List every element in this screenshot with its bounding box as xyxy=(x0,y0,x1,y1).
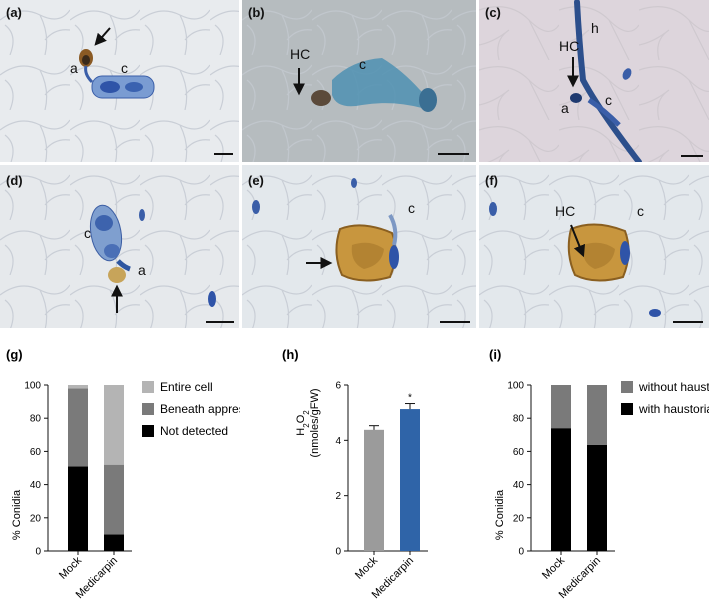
bar xyxy=(400,409,420,551)
y-tick-label: 0 xyxy=(335,547,341,558)
legend-swatch xyxy=(142,403,154,415)
legend-label: Not detected xyxy=(160,424,228,438)
micrograph-panel-e: (e) c xyxy=(242,165,476,328)
annotation-c: c xyxy=(637,203,644,219)
legend-swatch xyxy=(142,381,154,393)
stacked-bar-chart-g: (g) % Conidia 020406080100MockMedicarpin… xyxy=(6,347,240,601)
bar-segment xyxy=(587,385,607,445)
chart-panel-i: (i) % Conidia 0 20 40 60 80 100 Mock Medicarpin… xyxy=(479,345,709,616)
panel-label: (b) xyxy=(248,5,265,20)
bar-segment xyxy=(68,388,88,467)
annotation-c: c xyxy=(121,60,128,76)
bar-segment xyxy=(104,464,124,535)
stacked-bar-chart-i: (i) % Conidia 020406080100MockMedicarpin… xyxy=(489,347,709,601)
chart-panel-g: (g) % Conidia 0 20 40 60 80 100 Mock Medicarpin… xyxy=(0,345,240,616)
panel-label: (d) xyxy=(6,173,23,188)
y-tick-label: 100 xyxy=(507,381,524,392)
legend-label: Entire cell xyxy=(160,380,213,394)
annotation-hc: HC xyxy=(555,203,576,219)
panel-label: (f) xyxy=(485,173,498,188)
y-axis-label: % Conidia xyxy=(494,489,506,540)
annotation-a: a xyxy=(561,100,569,116)
panel-label: (h) xyxy=(282,347,299,362)
y-tick-label: 6 xyxy=(335,381,341,392)
panel-label: (e) xyxy=(248,173,264,188)
y-tick-label: 60 xyxy=(30,447,42,458)
panel-label: (a) xyxy=(6,5,22,20)
x-tick-label: Mock xyxy=(353,554,380,581)
bar-segment xyxy=(587,444,607,551)
y-tick-label: 0 xyxy=(35,547,41,558)
legend-label: without haustoria xyxy=(638,380,709,394)
annotation-hc: HC xyxy=(290,46,311,62)
bar-segment xyxy=(551,428,571,551)
y-axis-label-line1: H2O2 xyxy=(295,410,311,436)
bar-chart-h: (h) H2O2 (nmoles/gFW) 0246*MockMedicarpi… xyxy=(282,347,428,601)
x-tick-label: Mock xyxy=(540,554,567,581)
y-axis-label: % Conidia xyxy=(11,489,23,540)
y-tick-label: 20 xyxy=(513,513,525,524)
annotation-c: c xyxy=(84,225,91,241)
annotation-hc: HC xyxy=(559,38,580,54)
y-tick-label: 60 xyxy=(513,447,525,458)
y-tick-label: 0 xyxy=(518,547,524,558)
y-tick-label: 80 xyxy=(30,414,42,425)
y-tick-label: 4 xyxy=(335,436,341,447)
micrograph-panel-c: (c) HC h a c xyxy=(479,0,709,162)
bar-segment xyxy=(68,466,88,551)
annotation-h: h xyxy=(591,20,599,36)
y-tick-label: 2 xyxy=(335,491,341,502)
bar xyxy=(364,429,384,551)
panel-label: (g) xyxy=(6,347,23,362)
bar-segment xyxy=(551,385,571,429)
annotation-c: c xyxy=(605,92,612,108)
legend-label: with haustoria xyxy=(638,402,709,416)
legend-swatch xyxy=(621,381,633,393)
chart-panel-h: (h) H2O2 (nmoles/gFW) 0 2 4 6 * Mock Medicarpi… xyxy=(242,345,476,616)
panel-label: (c) xyxy=(485,5,501,20)
micrograph-panel-d: (d) c a xyxy=(0,165,239,328)
annotation-c: c xyxy=(408,200,415,216)
annotation-c: c xyxy=(359,56,366,72)
significance-marker: * xyxy=(408,393,412,404)
micrograph-panel-f: (f) HC c xyxy=(479,165,709,328)
y-tick-label: 40 xyxy=(30,480,42,491)
annotation-a: a xyxy=(70,60,78,76)
legend-swatch xyxy=(621,403,633,415)
y-tick-label: 20 xyxy=(30,513,42,524)
micrograph-panel-b: (b) HC c xyxy=(242,0,476,162)
bar-segment xyxy=(104,534,124,551)
annotation-a: a xyxy=(138,262,146,278)
y-tick-label: 100 xyxy=(24,381,41,392)
micrograph-panel-a: (a) a c xyxy=(0,0,239,162)
panel-label: (i) xyxy=(489,347,501,362)
y-tick-label: 40 xyxy=(513,480,525,491)
y-axis-label-line2: (nmoles/gFW) xyxy=(309,388,321,457)
x-tick-label: Mock xyxy=(57,554,84,581)
legend-swatch xyxy=(142,425,154,437)
legend-label: Beneath appressorium xyxy=(160,402,240,416)
y-tick-label: 80 xyxy=(513,414,525,425)
bar-segment xyxy=(68,385,88,389)
bar-segment xyxy=(104,385,124,465)
